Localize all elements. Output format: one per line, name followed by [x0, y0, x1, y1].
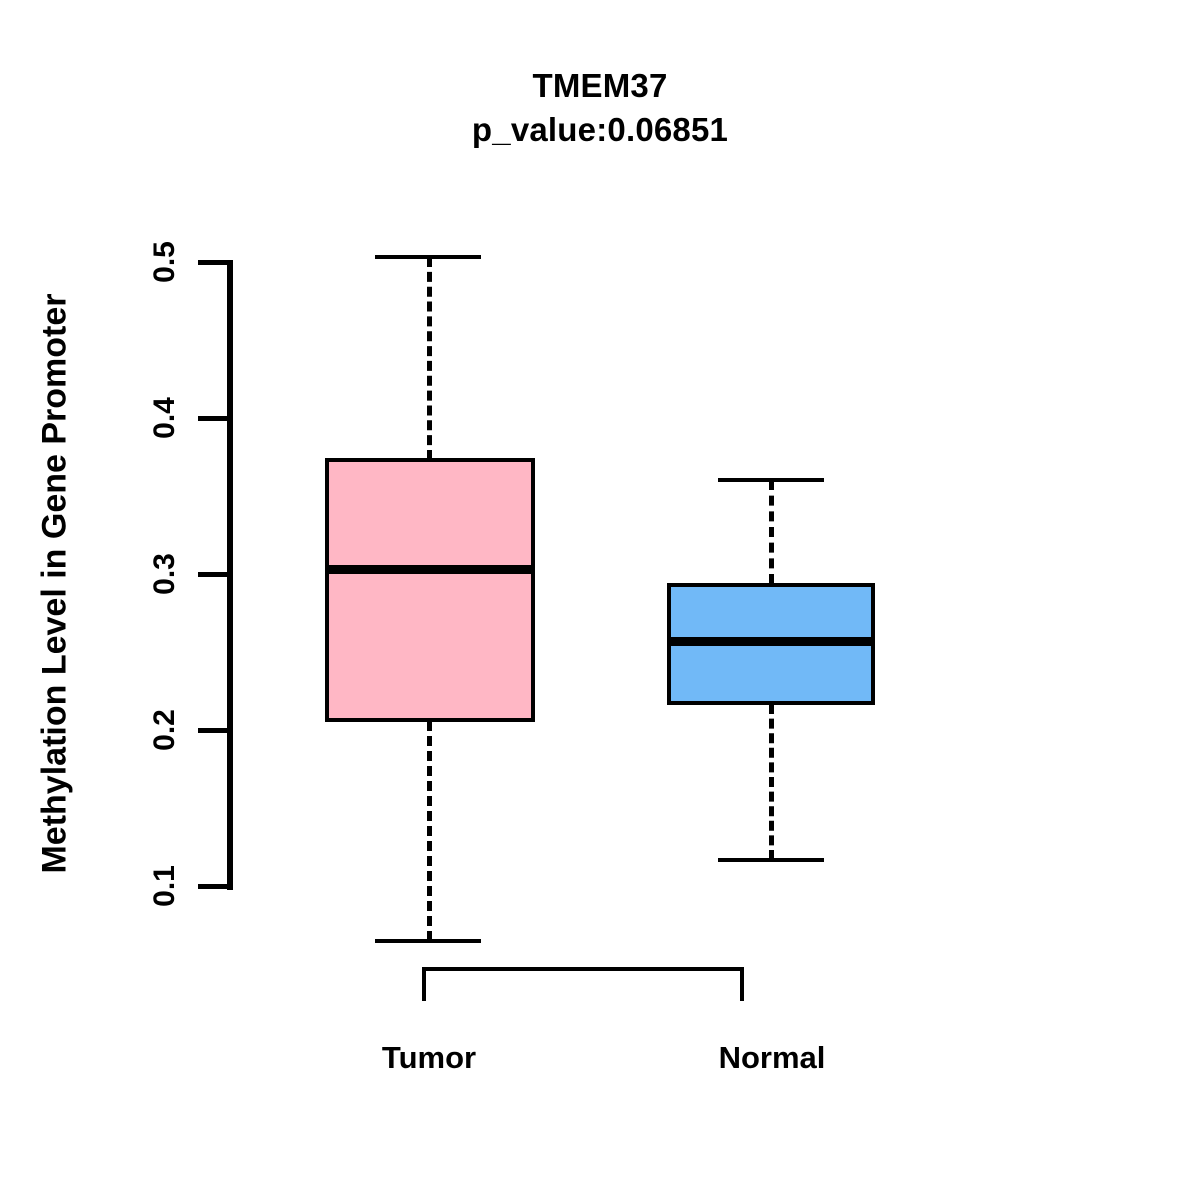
chart-title-block: TMEM37 p_value:0.06851	[0, 64, 1200, 152]
tumor-lower-whisker-cap	[375, 939, 481, 943]
page-title: TMEM37	[532, 67, 668, 104]
x-tick-label-normal: Normal	[718, 1040, 826, 1075]
normal-lower-whisker-cap	[718, 858, 824, 862]
tumor-upper-whisker	[427, 257, 432, 460]
x-tick-label-tumor: Tumor	[381, 1040, 477, 1075]
x-tick-mark-normal	[740, 967, 744, 1001]
tumor-box	[325, 458, 535, 722]
x-tick-mark-tumor	[422, 967, 426, 1001]
y-tick-label-0.3: 0.3	[148, 553, 181, 595]
normal-lower-whisker	[769, 704, 774, 860]
x-axis-line	[422, 967, 744, 971]
y-tick-mark-0.5	[198, 260, 230, 265]
normal-upper-whisker	[769, 480, 774, 584]
y-tick-mark-0.3	[198, 572, 230, 577]
tumor-median-line	[325, 565, 535, 574]
chart-subtitle: p_value:0.06851	[471, 111, 729, 148]
y-tick-mark-0.2	[198, 728, 230, 733]
y-tick-label-0.4: 0.4	[148, 397, 181, 439]
normal-median-line	[667, 637, 875, 646]
y-tick-mark-0.1	[198, 884, 230, 889]
y-tick-mark-0.4	[198, 416, 230, 421]
y-tick-label-0.2: 0.2	[148, 709, 181, 751]
y-tick-label-0.5: 0.5	[148, 241, 181, 283]
tumor-lower-whisker	[427, 721, 432, 941]
y-axis-line	[227, 260, 233, 890]
y-axis-label: Methylation Level in Gene Promoter	[35, 293, 74, 874]
y-tick-label-0.1: 0.1	[148, 865, 181, 907]
